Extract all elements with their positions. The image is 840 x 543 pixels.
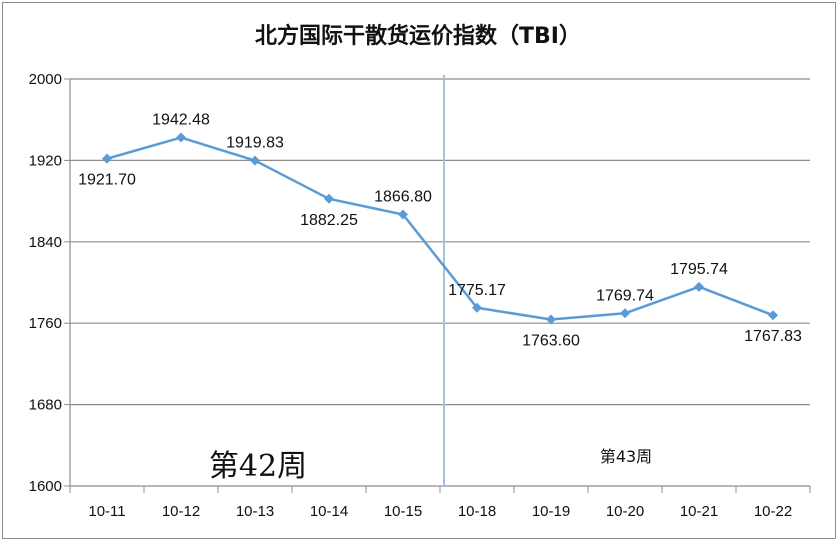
y-tick-label: 2000	[29, 71, 62, 88]
data-label: 1866.80	[374, 189, 432, 206]
data-label: 1882.25	[300, 212, 358, 229]
data-point	[250, 155, 260, 166]
data-label: 1919.83	[226, 135, 284, 152]
data-point	[546, 314, 556, 325]
y-tick-label: 1600	[29, 478, 62, 495]
x-tick-label: 10-13	[236, 503, 274, 520]
data-point	[176, 132, 186, 143]
y-tick-label: 1760	[29, 315, 62, 332]
y-tick-label: 1840	[29, 234, 62, 251]
x-tick-label: 10-15	[384, 503, 422, 520]
y-axis-ticks: 1600 1680 1760 1840 1920 2000	[29, 71, 62, 495]
data-label: 1763.60	[522, 333, 580, 350]
data-point	[694, 281, 704, 292]
data-label: 1767.83	[744, 328, 802, 345]
y-tick-label: 1680	[29, 397, 62, 414]
week-42-label: 第42周	[209, 449, 307, 484]
series-line	[106, 136, 774, 321]
data-label: 1795.74	[670, 261, 728, 278]
x-tick-label: 10-20	[606, 503, 644, 520]
data-labels: 1921.70 1942.48 1919.83 1882.25 1866.80 1775.…	[78, 112, 802, 350]
data-label: 1921.70	[78, 172, 136, 189]
chart-title: 北方国际干散货运价指数（TBI）	[255, 23, 581, 49]
data-point	[620, 308, 630, 319]
week-43-label: 第43周	[600, 447, 652, 466]
x-tick-label: 10-19	[532, 503, 570, 520]
data-label: 1942.48	[152, 112, 210, 129]
data-label: 1769.74	[596, 287, 654, 304]
x-axis-ticks: 10-11 10-12 10-13 10-14 10-15 10-18 10-19 10-20…	[88, 503, 792, 520]
tbi-series	[102, 132, 778, 325]
data-point	[102, 153, 112, 164]
data-point	[472, 302, 482, 313]
x-tick-label: 10-14	[310, 503, 348, 520]
data-point	[398, 209, 408, 220]
x-tick-label: 10-22	[754, 503, 792, 520]
data-point	[768, 310, 778, 321]
x-tick-label: 10-12	[162, 503, 200, 520]
data-label: 1775.17	[448, 282, 506, 299]
x-tick-label: 10-18	[458, 503, 496, 520]
data-point	[324, 193, 334, 204]
gridlines	[64, 78, 811, 493]
x-tick-label: 10-21	[680, 503, 718, 520]
x-tick-label: 10-11	[88, 503, 125, 520]
y-tick-label: 1920	[29, 152, 62, 169]
